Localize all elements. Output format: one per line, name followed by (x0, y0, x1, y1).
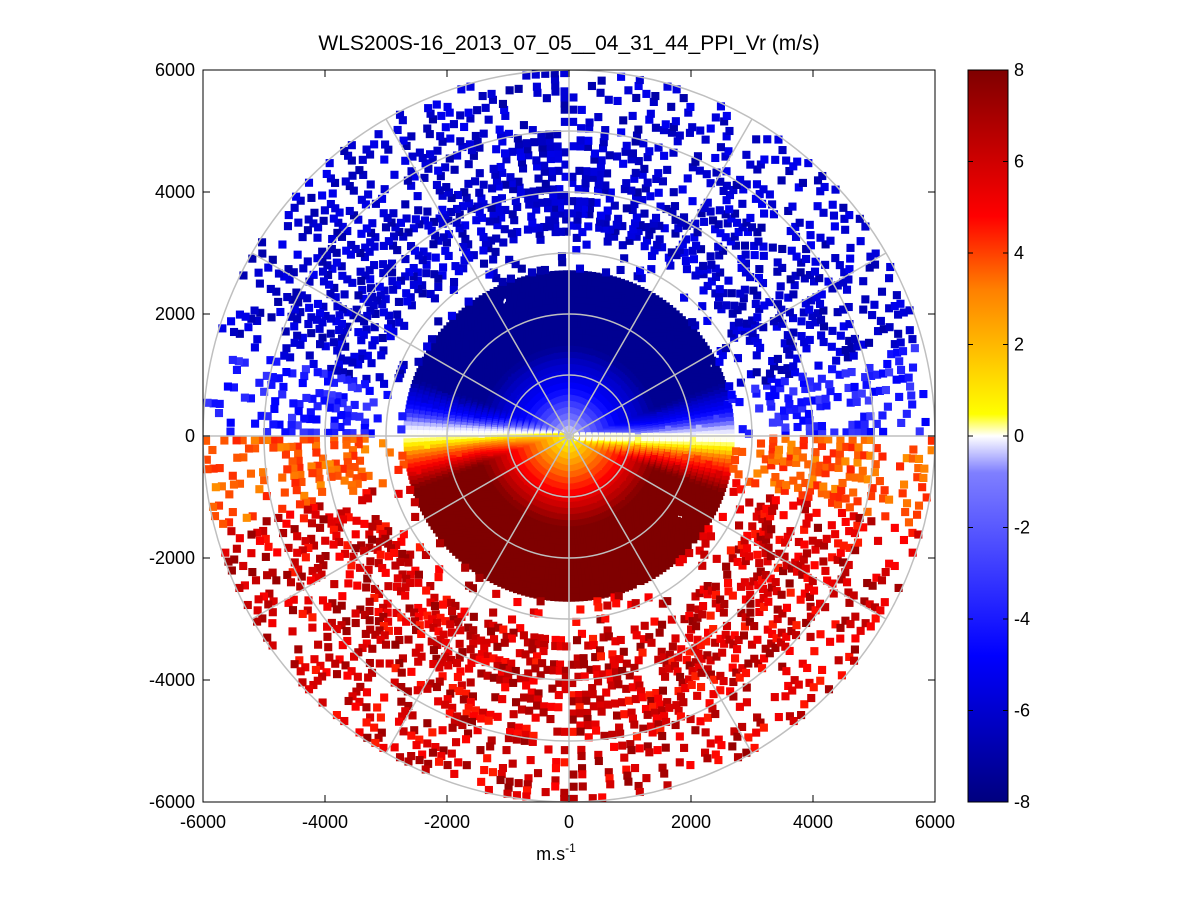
velocity-cell (573, 337, 582, 346)
velocity-cell (535, 547, 544, 556)
velocity-cell (671, 433, 680, 442)
velocity-cell (531, 552, 540, 561)
velocity-cell (682, 475, 691, 484)
velocity-cell (664, 448, 673, 458)
velocity-cell (659, 433, 668, 442)
velocity-cell (675, 387, 684, 396)
velocity-cell (484, 502, 493, 511)
velocity-cell (673, 462, 682, 471)
velocity-cell (568, 532, 578, 541)
velocity-cell (622, 432, 631, 441)
velocity-cell (689, 436, 699, 445)
velocity-cell (482, 478, 491, 487)
velocity-cell (585, 536, 594, 545)
velocity-cell (548, 512, 557, 521)
velocity-cell (656, 408, 665, 417)
velocity-cell (481, 460, 490, 469)
chart-title: WLS200S-16_2013_07_05__04_31_44_PPI_Vr (… (318, 32, 819, 55)
velocity-cell (549, 344, 559, 353)
velocity-cell (541, 548, 550, 557)
velocity-cell (481, 376, 490, 385)
velocity-cell (579, 556, 588, 565)
velocity-cell (647, 433, 656, 442)
velocity-cell (641, 432, 650, 442)
velocity-cell (682, 452, 691, 461)
velocity-cell (620, 515, 629, 524)
velocity-cell (671, 484, 680, 493)
velocity-cell (651, 451, 660, 460)
velocity-cell (476, 433, 485, 442)
velocity-cell (561, 343, 570, 352)
velocity-cell (466, 354, 475, 363)
velocity-cell (550, 332, 559, 341)
velocity-cell (571, 331, 580, 340)
velocity-cell (457, 398, 466, 407)
velocity-cell (569, 544, 578, 553)
velocity-cell (618, 346, 627, 355)
velocity-cell (507, 522, 517, 531)
velocity-cell (653, 433, 662, 442)
velocity-cell (582, 345, 591, 354)
velocity-cell (579, 332, 588, 341)
velocity-cell (683, 433, 692, 442)
velocity-cell (574, 325, 583, 334)
velocity-cell (479, 368, 488, 377)
velocity-cell (647, 517, 657, 526)
velocity-cell (533, 533, 542, 542)
velocity-cell (635, 434, 644, 443)
velocity-cell (679, 382, 688, 391)
velocity-cell (577, 344, 586, 353)
velocity-cell (472, 413, 481, 422)
velocity-cell (592, 341, 602, 350)
velocity-cell (665, 422, 674, 431)
velocity-cell (453, 451, 462, 460)
velocity-cell (695, 423, 704, 432)
velocity-cell (595, 348, 604, 358)
velocity-cell (677, 433, 686, 442)
velocity-cell (587, 302, 596, 311)
velocity-cell (481, 331, 490, 340)
velocity-cell (665, 433, 674, 442)
velocity-cell (628, 432, 638, 441)
velocity-cell (485, 452, 494, 461)
